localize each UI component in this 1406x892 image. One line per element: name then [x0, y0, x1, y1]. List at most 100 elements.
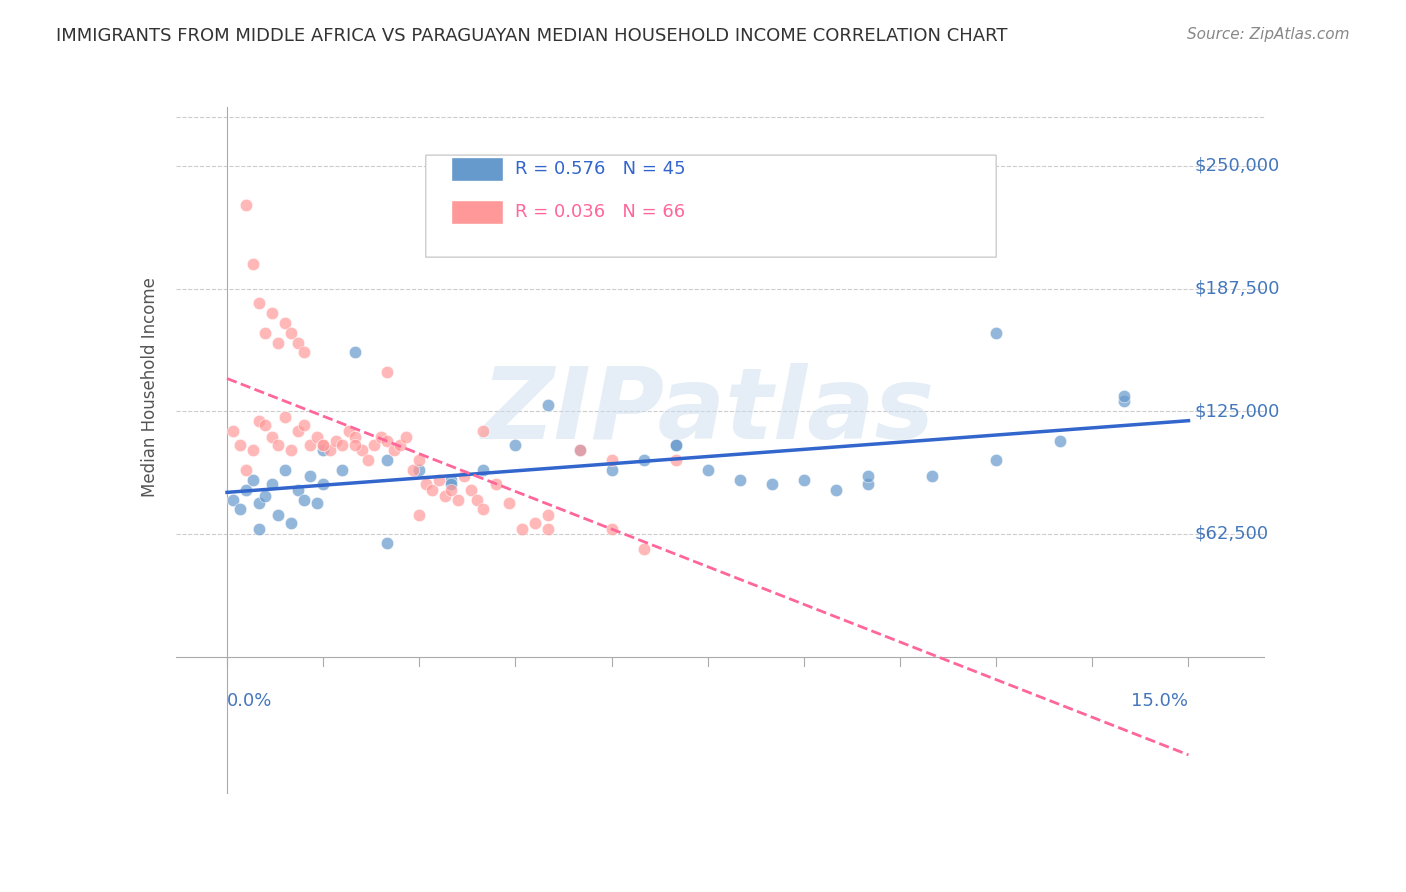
Point	[440, 473, 463, 487]
Point	[235, 198, 257, 212]
Text: 15.0%: 15.0%	[1132, 692, 1188, 710]
Point	[337, 424, 360, 438]
Point	[254, 489, 277, 503]
Point	[505, 437, 527, 451]
Point	[1114, 394, 1136, 409]
Point	[986, 326, 1008, 340]
Point	[568, 443, 591, 458]
Point	[247, 496, 270, 510]
Point	[433, 489, 456, 503]
Text: $187,500: $187,500	[1195, 279, 1281, 298]
Point	[633, 541, 655, 556]
Point	[633, 453, 655, 467]
Point	[305, 496, 328, 510]
Point	[472, 463, 495, 477]
Point	[600, 453, 623, 467]
Point	[267, 335, 290, 350]
Point	[427, 473, 450, 487]
Point	[344, 430, 367, 444]
Point	[242, 473, 264, 487]
Point	[292, 492, 315, 507]
FancyBboxPatch shape	[426, 155, 997, 257]
Point	[408, 463, 430, 477]
Point	[375, 535, 398, 549]
Point	[312, 476, 335, 491]
Text: $62,500: $62,500	[1195, 524, 1270, 543]
Point	[247, 522, 270, 536]
Point	[363, 437, 385, 451]
Point	[242, 443, 264, 458]
Point	[312, 437, 335, 451]
Point	[510, 522, 533, 536]
Point	[344, 345, 367, 359]
Point	[260, 476, 283, 491]
Text: Median Household Income: Median Household Income	[141, 277, 159, 497]
Point	[472, 502, 495, 516]
Point	[1114, 388, 1136, 402]
Point	[254, 326, 277, 340]
Point	[312, 437, 335, 451]
Point	[332, 437, 354, 451]
Point	[242, 257, 264, 271]
Point	[332, 463, 354, 477]
Point	[235, 463, 257, 477]
Point	[415, 476, 437, 491]
Text: ZIPatlas: ZIPatlas	[481, 363, 935, 459]
Point	[536, 522, 558, 536]
Point	[447, 492, 470, 507]
Point	[408, 508, 430, 523]
Point	[229, 502, 252, 516]
Point	[292, 345, 315, 359]
Point	[440, 483, 463, 497]
Point	[280, 443, 302, 458]
Point	[408, 453, 430, 467]
Point	[312, 443, 335, 458]
Point	[350, 443, 373, 458]
Text: 0.0%: 0.0%	[226, 692, 273, 710]
Point	[274, 463, 297, 477]
Point	[299, 469, 322, 483]
Point	[344, 437, 367, 451]
Point	[318, 443, 340, 458]
Point	[235, 483, 257, 497]
Point	[825, 483, 848, 497]
Point	[568, 443, 591, 458]
Point	[498, 496, 520, 510]
Point	[761, 476, 783, 491]
Point	[440, 476, 463, 491]
Point	[222, 492, 245, 507]
Point	[485, 476, 508, 491]
Point	[247, 414, 270, 428]
Point	[395, 430, 418, 444]
Text: R = 0.036   N = 66: R = 0.036 N = 66	[516, 203, 686, 221]
Point	[287, 424, 309, 438]
Point	[793, 473, 815, 487]
Point	[260, 306, 283, 320]
Point	[402, 463, 425, 477]
Point	[1049, 434, 1071, 448]
Point	[305, 430, 328, 444]
Point	[254, 417, 277, 432]
Point	[665, 437, 688, 451]
Point	[665, 437, 688, 451]
Text: $125,000: $125,000	[1195, 402, 1281, 420]
Point	[856, 476, 879, 491]
Point	[536, 398, 558, 412]
Point	[247, 296, 270, 310]
Text: IMMIGRANTS FROM MIDDLE AFRICA VS PARAGUAYAN MEDIAN HOUSEHOLD INCOME CORRELATION : IMMIGRANTS FROM MIDDLE AFRICA VS PARAGUA…	[56, 27, 1008, 45]
Point	[325, 434, 347, 448]
Point	[370, 430, 392, 444]
Point	[292, 417, 315, 432]
Point	[523, 516, 546, 530]
Point	[472, 424, 495, 438]
Point	[460, 483, 482, 497]
Point	[728, 473, 751, 487]
Text: Source: ZipAtlas.com: Source: ZipAtlas.com	[1187, 27, 1350, 42]
Point	[267, 508, 290, 523]
Point	[229, 437, 252, 451]
Point	[280, 326, 302, 340]
Point	[420, 483, 443, 497]
Point	[453, 469, 475, 483]
Point	[274, 410, 297, 425]
Point	[287, 335, 309, 350]
